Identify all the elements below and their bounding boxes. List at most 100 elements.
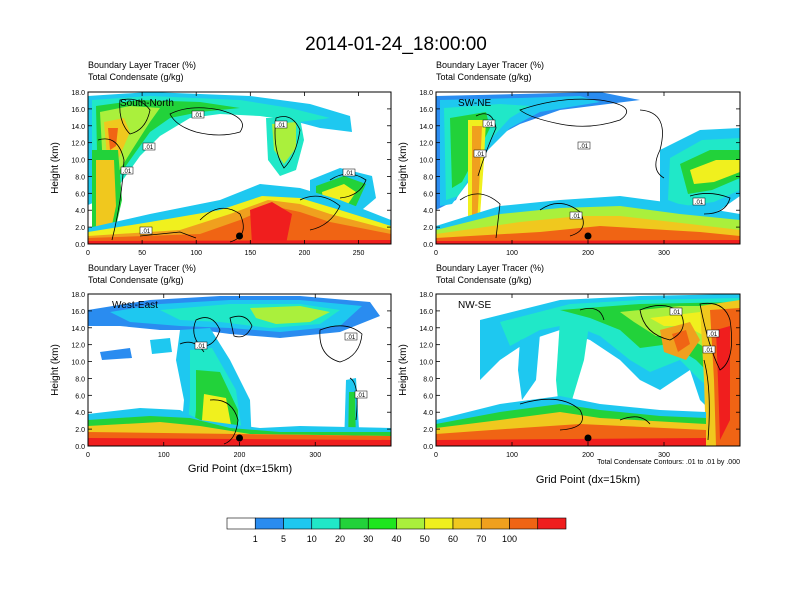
colorbar-swatch [367, 517, 397, 530]
y-tick-label: 0.0 [423, 444, 433, 451]
colorbar-swatch [452, 517, 482, 530]
panel-label: South-North [120, 98, 174, 109]
x-tick-label: 200 [299, 250, 311, 257]
colorbar-label: 60 [448, 534, 458, 544]
y-tick-label: 8.0 [75, 376, 85, 383]
contour-label: .01 [473, 149, 487, 158]
axes: 0.0 2.0 4.0 6.0 8.0 10.0 12.0 14.0 16.0 18.0 0 100 2… [419, 90, 740, 257]
y-tick-label: 16.0 [71, 309, 85, 316]
colorbar-label: 10 [307, 534, 317, 544]
x-tick-label: 100 [506, 250, 518, 257]
y-axis-label: Height (km) [398, 344, 409, 396]
panel-title-line-1: Boundary Layer Tracer (%) [88, 60, 196, 70]
svg-text:.01: .01 [580, 144, 589, 150]
y-tick-label: 12.0 [419, 343, 433, 350]
y-tick-label: 4.0 [75, 208, 85, 215]
x-tick-label: 300 [658, 452, 670, 459]
colorbar-label: 40 [391, 534, 401, 544]
contour-label: .01 [706, 329, 720, 338]
colorbar-label: 50 [420, 534, 430, 544]
y-tick-label: 6.0 [423, 393, 433, 400]
panel-title-line-2: Total Condensate (g/kg) [436, 72, 532, 82]
svg-text:.01: .01 [345, 171, 354, 177]
x-tick-label: 0 [434, 250, 438, 257]
svg-text:.01: .01 [672, 310, 681, 316]
y-tick-label: 12.0 [71, 141, 85, 148]
contour-label: .01 [702, 345, 716, 354]
contour-label: .01 [274, 120, 288, 129]
colorbar-label: 20 [335, 534, 345, 544]
contour-label: .01 [120, 166, 134, 175]
colorbar-swatch [509, 517, 539, 530]
y-tick-label: 0.0 [75, 242, 85, 249]
colorbar-swatch [480, 517, 510, 530]
contour-label: .01 [344, 332, 358, 341]
panel-title-line-1: Boundary Layer Tracer (%) [436, 263, 544, 273]
plot-frame [87, 91, 392, 245]
x-tick-label: 0 [434, 452, 438, 459]
panel-west-east: Boundary Layer Tracer (%) Total Condensa… [50, 263, 392, 475]
y-tick-label: 2.0 [75, 427, 85, 434]
svg-text:.01: .01 [705, 348, 714, 354]
figure-title: 2014-01-24_18:00:00 [305, 34, 487, 55]
x-tick-label: 150 [244, 250, 256, 257]
svg-text:.01: .01 [476, 152, 485, 158]
panel-title-line-2: Total Condensate (g/kg) [88, 72, 184, 82]
y-tick-label: 12.0 [71, 343, 85, 350]
colorbar-swatch [254, 517, 284, 530]
x-tick-label: 0 [86, 452, 90, 459]
contour-label: .01 [194, 341, 208, 350]
svg-text:.01: .01 [142, 229, 151, 235]
x-tick-label: 300 [658, 250, 670, 257]
y-tick-label: 18.0 [419, 292, 433, 299]
x-axis-label: Grid Point (dx=15km) [188, 463, 292, 475]
x-tick-label: 200 [234, 452, 246, 459]
y-axis-label: Height (km) [50, 142, 61, 194]
svg-text:.01: .01 [485, 122, 494, 128]
y-tick-label: 8.0 [423, 174, 433, 181]
colorbar-label: 100 [502, 534, 517, 544]
panel-label: West-East [112, 300, 158, 311]
svg-text:.01: .01 [572, 214, 581, 220]
colorbar-label: 30 [363, 534, 373, 544]
location-marker [584, 434, 592, 442]
contour-label: .01 [342, 168, 356, 177]
contour-label: .01 [577, 141, 591, 150]
panel-title-line-1: Boundary Layer Tracer (%) [436, 60, 544, 70]
x-tick-label: 100 [158, 452, 170, 459]
axes: 0.0 2.0 4.0 6.0 8.0 10.0 12.0 14.0 16.0 18.0 0 100 2… [419, 292, 740, 459]
y-tick-label: 12.0 [419, 141, 433, 148]
y-tick-label: 10.0 [71, 158, 85, 165]
x-tick-label: 50 [138, 250, 146, 257]
y-tick-label: 18.0 [71, 292, 85, 299]
x-tick-label: 250 [353, 250, 365, 257]
location-marker [584, 232, 592, 240]
colorbar-swatch [311, 517, 341, 530]
panel-sw-ne: Boundary Layer Tracer (%) Total Condensa… [398, 60, 741, 257]
y-tick-label: 10.0 [419, 158, 433, 165]
y-tick-label: 0.0 [75, 444, 85, 451]
y-tick-label: 2.0 [75, 225, 85, 232]
y-tick-label: 16.0 [419, 309, 433, 316]
colorbar-swatch [537, 517, 567, 530]
svg-text:.01: .01 [123, 169, 132, 175]
colorbar: 1 5 10 20 30 40 50 60 70 100 [226, 517, 567, 544]
contour-label: .01 [354, 390, 368, 399]
colorbar-swatch [424, 517, 454, 530]
panel-title-line-2: Total Condensate (g/kg) [436, 275, 532, 285]
x-tick-label: 200 [582, 250, 594, 257]
svg-text:.01: .01 [357, 393, 366, 399]
colorbar-swatch [226, 517, 256, 530]
axes: 0.0 2.0 4.0 6.0 8.0 10.0 12.0 14.0 16.0 18.0 0 100 2… [71, 292, 391, 459]
svg-text:.01: .01 [145, 145, 154, 151]
x-tick-label: 300 [309, 452, 321, 459]
x-tick-label: 0 [86, 250, 90, 257]
contour-label: .01 [669, 307, 683, 316]
tracer-field [436, 92, 740, 244]
contour-label: .01 [692, 197, 706, 206]
y-tick-label: 14.0 [71, 124, 85, 131]
y-tick-label: 16.0 [71, 107, 85, 114]
y-tick-label: 18.0 [419, 90, 433, 97]
tracer-field [88, 294, 391, 446]
